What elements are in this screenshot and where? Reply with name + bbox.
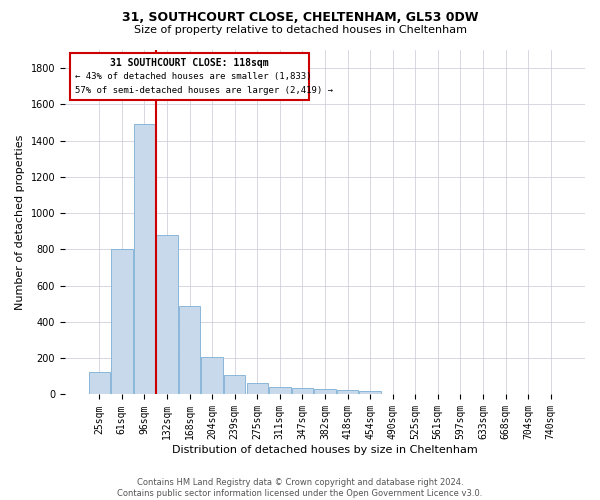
Bar (202, 358, 223, 395)
Bar (269, 387, 290, 394)
Bar (337, 390, 358, 394)
Text: 31, SOUTHCOURT CLOSE, CHELTENHAM, GL53 0DW: 31, SOUTHCOURT CLOSE, CHELTENHAM, GL53 0… (122, 11, 478, 24)
Bar (292, 388, 313, 394)
Text: 31 SOUTHCOURT CLOSE: 118sqm: 31 SOUTHCOURT CLOSE: 118sqm (110, 58, 269, 68)
Bar (314, 389, 335, 394)
Bar (134, 124, 155, 394)
Text: Contains HM Land Registry data © Crown copyright and database right 2024.
Contai: Contains HM Land Registry data © Crown c… (118, 478, 482, 498)
Bar (89, 372, 110, 394)
Bar (179, 306, 200, 394)
X-axis label: Distribution of detached houses by size in Cheltenham: Distribution of detached houses by size … (172, 445, 478, 455)
Text: ← 43% of detached houses are smaller (1,833): ← 43% of detached houses are smaller (1,… (76, 72, 312, 82)
Text: Size of property relative to detached houses in Cheltenham: Size of property relative to detached ho… (133, 25, 467, 35)
Bar (111, 250, 133, 394)
Y-axis label: Number of detached properties: Number of detached properties (15, 134, 25, 310)
Bar (156, 235, 178, 394)
Bar (359, 391, 381, 394)
Bar (247, 382, 268, 394)
Bar (224, 376, 245, 394)
FancyBboxPatch shape (70, 54, 310, 100)
Text: 57% of semi-detached houses are larger (2,419) →: 57% of semi-detached houses are larger (… (76, 86, 334, 95)
